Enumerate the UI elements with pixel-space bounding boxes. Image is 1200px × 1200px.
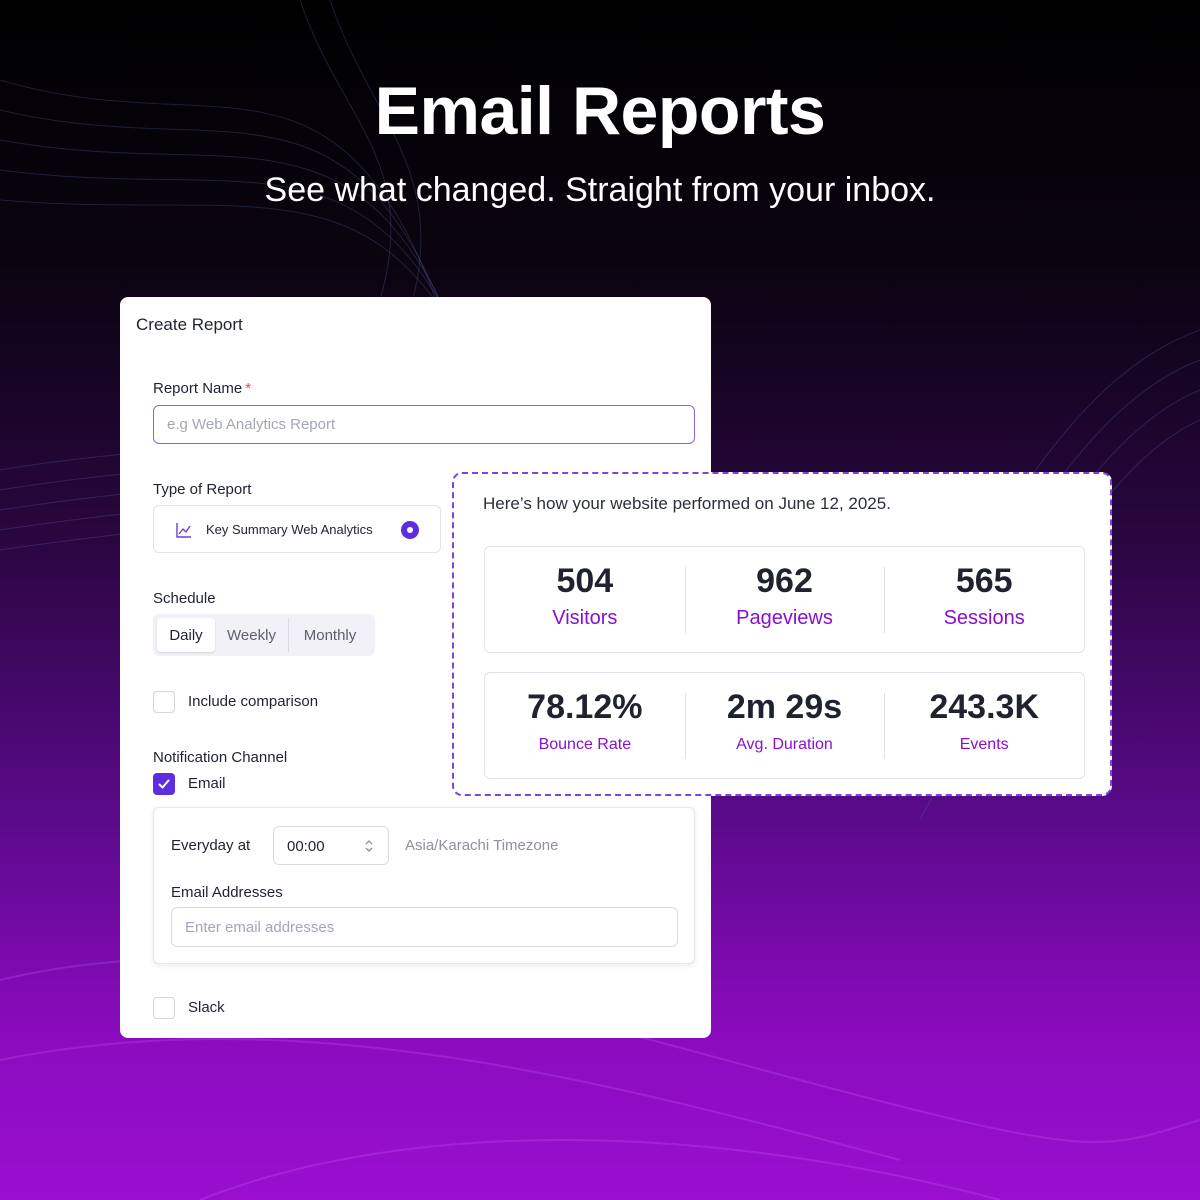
- secondary-stats: 78.12% Bounce Rate 2m 29s Avg. Duration …: [484, 672, 1085, 779]
- stat-label: Pageviews: [736, 607, 833, 629]
- stat-bounce-rate: 78.12% Bounce Rate: [485, 673, 685, 778]
- stat-sessions: 565 Sessions: [884, 547, 1084, 652]
- hero-title: Email Reports: [374, 73, 826, 149]
- schedule-label: Schedule: [153, 590, 216, 607]
- stat-label: Events: [959, 736, 1009, 753]
- stat-events: 243.3K Events: [884, 673, 1084, 778]
- stat-value: 565: [955, 562, 1013, 600]
- report-type-label: Key Summary Web Analytics: [206, 522, 373, 537]
- stat-avg-duration: 2m 29s Avg. Duration: [684, 673, 885, 778]
- schedule-daily-button[interactable]: Daily: [157, 618, 215, 652]
- hero-subtitle: See what changed. Straight from your inb…: [264, 171, 936, 209]
- stat-value: 243.3K: [929, 688, 1039, 726]
- report-type-radio[interactable]: [401, 521, 419, 539]
- required-marker: *: [245, 380, 252, 397]
- stat-visitors: 504 Visitors: [485, 547, 685, 652]
- check-icon: [158, 779, 170, 789]
- primary-stats: 504 Visitors 962 Pageviews 565 Sessions: [484, 546, 1085, 653]
- stat-value: 962: [756, 562, 813, 600]
- email-settings-panel: Everyday at 00:00 Asia/Karachi Timezone …: [153, 807, 695, 964]
- slack-channel-label: Slack: [188, 999, 225, 1016]
- schedule-monthly-button[interactable]: Monthly: [303, 626, 357, 644]
- report-name-input[interactable]: [153, 405, 695, 444]
- stat-label: Visitors: [552, 607, 618, 629]
- time-picker[interactable]: 00:00: [273, 826, 389, 865]
- stat-value: 2m 29s: [726, 688, 843, 726]
- report-type-option[interactable]: Key Summary Web Analytics: [153, 505, 441, 553]
- email-checkbox[interactable]: [153, 773, 175, 795]
- report-preview-card: Here’s how your website performed on Jun…: [452, 472, 1112, 796]
- type-of-report-label: Type of Report: [153, 481, 252, 498]
- schedule-selector: Daily Weekly Monthly: [153, 614, 375, 656]
- notification-channel-label: Notification Channel: [153, 749, 288, 766]
- line-chart-icon: [176, 523, 191, 538]
- report-name-label: Report Name *: [153, 380, 252, 397]
- stat-pageviews: 962 Pageviews: [684, 547, 885, 652]
- email-channel-label: Email: [188, 775, 226, 792]
- timezone-text: Asia/Karachi Timezone: [405, 837, 559, 854]
- include-comparison-checkbox[interactable]: [153, 691, 175, 713]
- email-addresses-label: Email Addresses: [171, 884, 283, 901]
- stat-value: 504: [556, 562, 614, 600]
- slack-checkbox[interactable]: [153, 997, 175, 1019]
- everyday-at-label: Everyday at: [171, 837, 251, 854]
- stat-value: 78.12%: [527, 688, 643, 726]
- stat-label: Avg. Duration: [736, 736, 833, 753]
- time-value: 00:00: [287, 838, 325, 855]
- chevron-updown-icon: [365, 840, 373, 852]
- email-addresses-input[interactable]: [171, 907, 678, 947]
- stat-label: Sessions: [943, 607, 1025, 629]
- preview-intro-text: Here’s how your website performed on Jun…: [483, 494, 891, 513]
- include-comparison-label: Include comparison: [188, 693, 319, 710]
- schedule-weekly-button[interactable]: Weekly: [215, 618, 289, 652]
- card-title: Create Report: [136, 315, 243, 334]
- stat-label: Bounce Rate: [538, 736, 632, 753]
